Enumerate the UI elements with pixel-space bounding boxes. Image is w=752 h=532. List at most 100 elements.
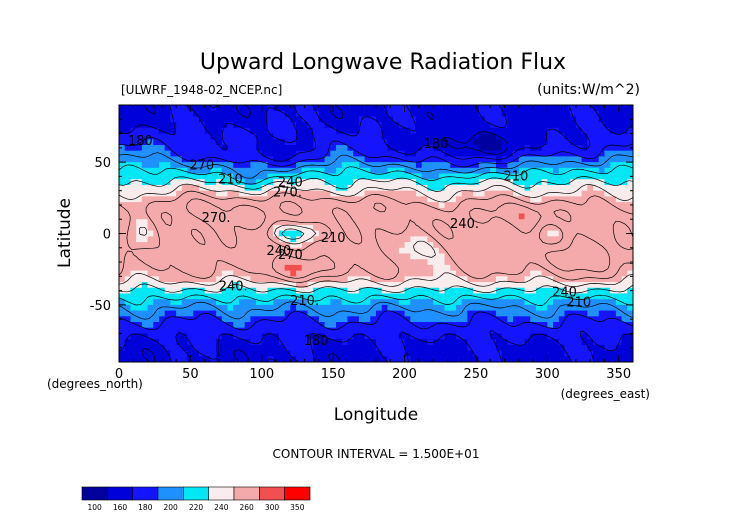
colorbar-level-label: 350 bbox=[290, 503, 305, 512]
contour-label: 270. bbox=[273, 185, 302, 200]
flux-cell bbox=[501, 144, 526, 152]
flux-cell bbox=[404, 339, 428, 346]
flux-cell bbox=[278, 236, 291, 243]
flux-cell bbox=[615, 310, 633, 317]
flux-cell bbox=[621, 276, 633, 283]
flux-cell bbox=[313, 339, 343, 346]
flux-cell bbox=[433, 339, 468, 346]
flux-cell bbox=[593, 105, 633, 112]
flux-cell bbox=[381, 127, 411, 135]
flux-cell bbox=[119, 236, 137, 243]
flux-cell bbox=[187, 167, 211, 175]
flux-cell bbox=[438, 247, 633, 255]
flux-cell bbox=[347, 184, 428, 192]
flux-cell bbox=[296, 105, 314, 112]
flux-cell bbox=[610, 127, 628, 135]
flux-cell bbox=[358, 127, 383, 135]
y-tick-label: 0 bbox=[103, 228, 111, 243]
flux-row-lat--68 bbox=[119, 327, 633, 335]
flux-cell bbox=[290, 350, 314, 357]
flux-cell bbox=[495, 167, 520, 175]
flux-row-lat-80 bbox=[119, 116, 633, 123]
flux-cell bbox=[553, 167, 560, 175]
flux-cell bbox=[604, 179, 628, 186]
flux-cell bbox=[313, 350, 383, 357]
flux-cell bbox=[444, 150, 514, 157]
flux-cell bbox=[387, 356, 411, 362]
flux-cell bbox=[387, 105, 411, 112]
flux-cell bbox=[598, 167, 606, 175]
flux-cell bbox=[518, 167, 554, 175]
flux-cell bbox=[410, 356, 480, 362]
colorbar-swatch bbox=[208, 486, 235, 501]
flux-cell bbox=[119, 287, 132, 295]
flux-row-lat--20 bbox=[119, 259, 633, 266]
y-unit-note: (degrees_north) bbox=[47, 377, 143, 391]
flux-cell bbox=[530, 270, 543, 277]
flux-cell bbox=[501, 356, 571, 362]
chart-title: Upward Longwave Radiation Flux bbox=[200, 50, 566, 75]
flux-cell bbox=[119, 322, 143, 329]
flux-cell bbox=[353, 150, 406, 157]
flux-cell bbox=[130, 304, 149, 312]
flux-cell bbox=[495, 287, 526, 295]
contour-label: 180 bbox=[304, 334, 329, 349]
flux-cell bbox=[119, 259, 428, 266]
y-tick-label: 50 bbox=[94, 156, 111, 171]
flux-cell bbox=[518, 156, 583, 163]
flux-cell bbox=[376, 116, 394, 123]
flux-cell bbox=[119, 230, 137, 237]
flux-cell bbox=[615, 196, 633, 203]
flux-cell bbox=[256, 133, 274, 140]
flux-cell bbox=[433, 264, 451, 272]
flux-cell bbox=[250, 276, 349, 283]
flux-cell bbox=[193, 344, 217, 352]
flux-cell bbox=[170, 299, 183, 306]
flux-cell bbox=[376, 339, 406, 346]
flux-row-lat--52 bbox=[119, 304, 633, 312]
flux-cell bbox=[587, 139, 633, 146]
flux-cell bbox=[364, 156, 497, 163]
flux-cell bbox=[158, 339, 177, 346]
flux-cell bbox=[490, 333, 503, 340]
flux-cell bbox=[141, 162, 160, 169]
flux-cell bbox=[119, 150, 171, 157]
colorbar-level-label: 300 bbox=[265, 503, 280, 512]
flux-cell bbox=[119, 202, 440, 209]
flux-cell bbox=[530, 184, 588, 192]
flux-cell bbox=[495, 162, 508, 169]
flux-row-lat-60 bbox=[119, 144, 633, 152]
flux-cell bbox=[170, 162, 234, 169]
contour-label: 270 bbox=[189, 158, 214, 173]
flux-cell bbox=[455, 333, 491, 340]
flux-cell bbox=[473, 139, 503, 146]
flux-cell bbox=[501, 156, 520, 163]
flux-cell bbox=[216, 356, 269, 362]
flux-cell bbox=[261, 184, 337, 192]
flux-cell bbox=[478, 144, 503, 152]
flux-cell bbox=[415, 179, 480, 186]
flux-cell bbox=[421, 144, 434, 152]
flux-cell bbox=[593, 356, 633, 362]
flux-row-lat-20 bbox=[119, 202, 633, 209]
flux-cell bbox=[376, 310, 406, 317]
flux-cell bbox=[484, 190, 514, 197]
flux-row-lat-0 bbox=[119, 230, 633, 237]
flux-cell bbox=[273, 356, 297, 362]
flux-cell bbox=[153, 322, 234, 329]
flux-cell bbox=[267, 116, 291, 123]
flux-cell bbox=[353, 179, 417, 186]
flux-cell bbox=[261, 150, 297, 157]
flux-cell bbox=[147, 139, 154, 146]
flux-cell bbox=[318, 230, 548, 237]
colorbar-level-label: 220 bbox=[189, 503, 204, 512]
flux-cell bbox=[541, 144, 583, 152]
flux-cell bbox=[461, 190, 474, 197]
flux-cell bbox=[347, 287, 360, 295]
flux-cell bbox=[330, 190, 366, 197]
flux-cell bbox=[398, 247, 440, 255]
flux-cell bbox=[438, 173, 633, 180]
flux-cell bbox=[176, 333, 189, 340]
flux-cell bbox=[204, 287, 223, 295]
